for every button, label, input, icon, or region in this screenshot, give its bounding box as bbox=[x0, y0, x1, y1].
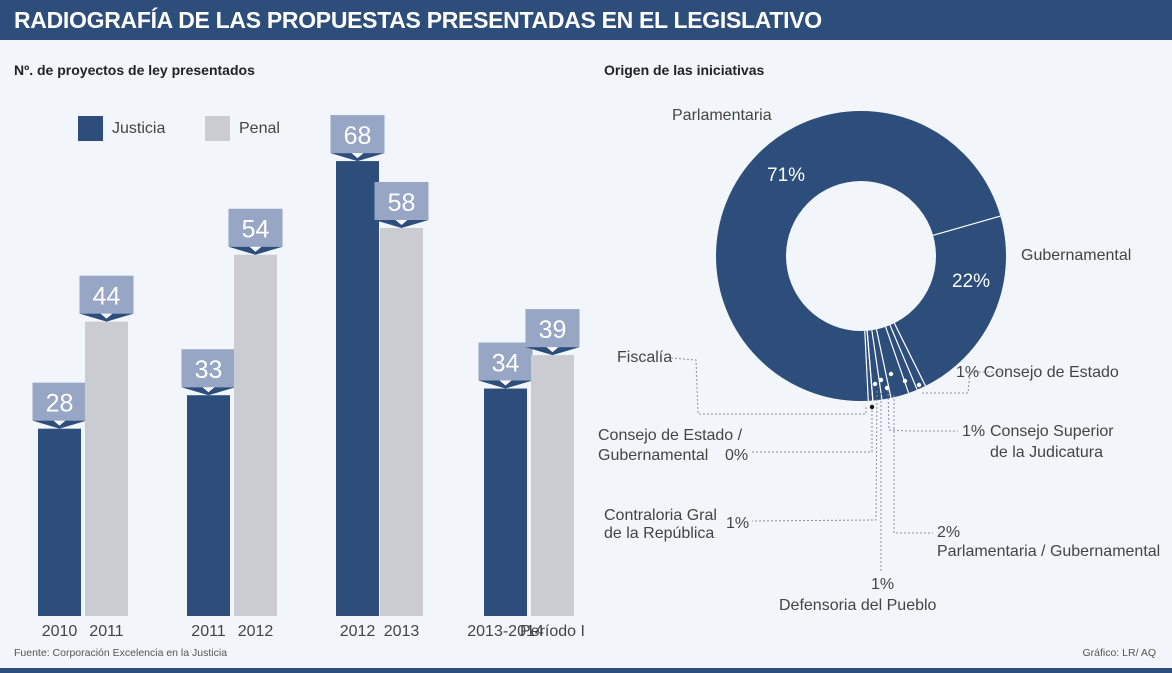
slice-marker-dot bbox=[884, 385, 890, 391]
label-ce-gub-2: Gubernamental bbox=[598, 447, 709, 464]
leader-fiscalia bbox=[670, 357, 867, 415]
label-contraloria-2: de la República bbox=[604, 525, 715, 542]
bar-penal-2011 bbox=[85, 321, 128, 616]
donut-chart-title: Origen de las iniciativas bbox=[604, 62, 765, 78]
slice-marker-dot bbox=[902, 378, 908, 384]
x-tick-label: 2012 bbox=[237, 623, 274, 640]
bar-justicia-2012 bbox=[336, 161, 379, 616]
bar-penal-2013 bbox=[380, 227, 423, 617]
bar-value-label: 58 bbox=[388, 189, 416, 217]
slice-marker-dot bbox=[872, 381, 878, 387]
value-label-pointer-notch bbox=[53, 420, 66, 426]
x-tick-label: Período I bbox=[520, 623, 585, 640]
x-tick-label: 2011 bbox=[191, 623, 226, 640]
value-label-pointer-notch bbox=[546, 347, 559, 353]
value-label-box bbox=[330, 115, 385, 154]
slice-separator-consejo-superior-de-la-judicatura bbox=[889, 324, 918, 390]
pct-consejo-superior: 1% bbox=[962, 423, 986, 440]
label-contraloria-1: Contraloria Gral bbox=[604, 507, 717, 524]
slice-separator-parlamentaria bbox=[864, 330, 869, 401]
leader-parl-gub bbox=[893, 395, 933, 534]
legend-label-penal: Penal bbox=[239, 119, 280, 137]
value-label-pointer-notch bbox=[100, 313, 113, 319]
slice-marker-dot bbox=[878, 377, 884, 383]
slice-marker-dot-zero bbox=[869, 404, 875, 410]
leader-contraloria bbox=[751, 390, 878, 522]
bar-value-label: 34 bbox=[492, 350, 520, 378]
value-label-box bbox=[228, 208, 283, 247]
donut-ring bbox=[716, 111, 1006, 401]
pct-ce-gub: 0% bbox=[725, 447, 749, 464]
x-tick-label: 2010 bbox=[41, 623, 78, 640]
leader-ce-gub bbox=[752, 410, 873, 453]
bar-penal-2012 bbox=[234, 254, 277, 617]
donut-chart bbox=[670, 111, 1006, 573]
header-band: RADIOGRAFÍA DE LAS PROPUESTAS PRESENTADA… bbox=[0, 0, 1172, 40]
bar-chart-title: Nº. de proyectos de ley presentados bbox=[14, 62, 255, 78]
label-consejo-superior-1: Consejo Superior bbox=[990, 423, 1114, 440]
slice-separator-fiscal-a bbox=[866, 330, 874, 401]
legend-justicia: Justicia bbox=[78, 116, 165, 141]
bar-value-label: 33 bbox=[195, 356, 223, 384]
value-label-box bbox=[181, 349, 236, 388]
value-label-pointer-notch bbox=[499, 380, 512, 386]
label-gubernamental: Gubernamental bbox=[1021, 247, 1132, 264]
label-parl-gub: Parlamentaria / Gubernamental bbox=[937, 543, 1161, 560]
source-note: Fuente: Corporación Excelencia en la Jus… bbox=[14, 647, 228, 659]
bar-justicia-2013-2014 bbox=[484, 388, 527, 616]
pct-defensoria: 1% bbox=[871, 576, 895, 593]
bar-value-label: 28 bbox=[46, 390, 74, 418]
credit-note: Gráfico: LR/ AQ bbox=[1082, 647, 1156, 659]
value-label-pointer-notch bbox=[351, 153, 364, 159]
pct-contraloria: 1% bbox=[726, 515, 750, 532]
slice-separator-contraloria-gral-de-la-rep-blica bbox=[871, 330, 883, 400]
page-title: RADIOGRAFÍA DE LAS PROPUESTAS PRESENTADA… bbox=[14, 7, 822, 33]
value-label-box bbox=[525, 309, 580, 348]
x-tick-label: 2012 bbox=[339, 623, 376, 640]
x-tick-label: 2013 bbox=[383, 623, 420, 640]
legend-swatch-penal bbox=[205, 116, 230, 141]
pct-parlamentaria: 71% bbox=[767, 165, 806, 186]
x-tick-label: 2011 bbox=[89, 623, 124, 640]
value-label-box bbox=[79, 275, 134, 314]
value-label-box bbox=[374, 181, 429, 220]
bar-chart: 28 44 33 54 68 58 34 39 bbox=[32, 115, 580, 617]
label-fiscalia: Fiscalía bbox=[617, 349, 673, 366]
bar-value-label: 44 bbox=[93, 283, 121, 311]
bar-value-label: 54 bbox=[242, 216, 270, 244]
leader-consejo-superior bbox=[887, 389, 958, 432]
value-label-box bbox=[32, 382, 87, 421]
leader-consejo-estado bbox=[922, 371, 1002, 394]
label-consejo-superior-2: de la Judicatura bbox=[990, 444, 1103, 461]
x-tick-label: 2013-2014 bbox=[467, 623, 544, 640]
slice-marker-dot bbox=[916, 382, 922, 388]
slice-separator-consejo-de-estado bbox=[893, 322, 927, 387]
value-label-pointer-notch bbox=[249, 246, 262, 252]
legend-label-justicia: Justicia bbox=[112, 119, 166, 137]
slice-separator-gubernamental bbox=[932, 215, 1001, 236]
label-defensoria: Defensoria del Pueblo bbox=[779, 597, 937, 614]
bar-value-label: 68 bbox=[344, 122, 372, 150]
label-ce-gub-1: Consejo de Estado / bbox=[598, 427, 743, 444]
footer-band bbox=[0, 668, 1172, 673]
bar-justicia-2010 bbox=[38, 428, 81, 616]
bar-justicia-2011 bbox=[187, 395, 230, 616]
value-label-pointer-notch bbox=[395, 219, 408, 225]
legend-penal: Penal bbox=[205, 116, 280, 141]
label-consejo-estado: 1% Consejo de Estado bbox=[956, 364, 1119, 381]
bar-value-label: 39 bbox=[539, 316, 567, 344]
value-label-box bbox=[478, 342, 533, 381]
slice-marker-dot bbox=[888, 371, 894, 377]
value-label-pointer-notch bbox=[202, 387, 215, 393]
bar-penal-período-i bbox=[531, 355, 574, 616]
pct-parl-gub: 2% bbox=[937, 524, 961, 541]
legend-swatch-justicia bbox=[78, 116, 103, 141]
label-parlamentaria: Parlamentaria bbox=[672, 107, 772, 124]
pct-gubernamental: 22% bbox=[952, 271, 991, 292]
